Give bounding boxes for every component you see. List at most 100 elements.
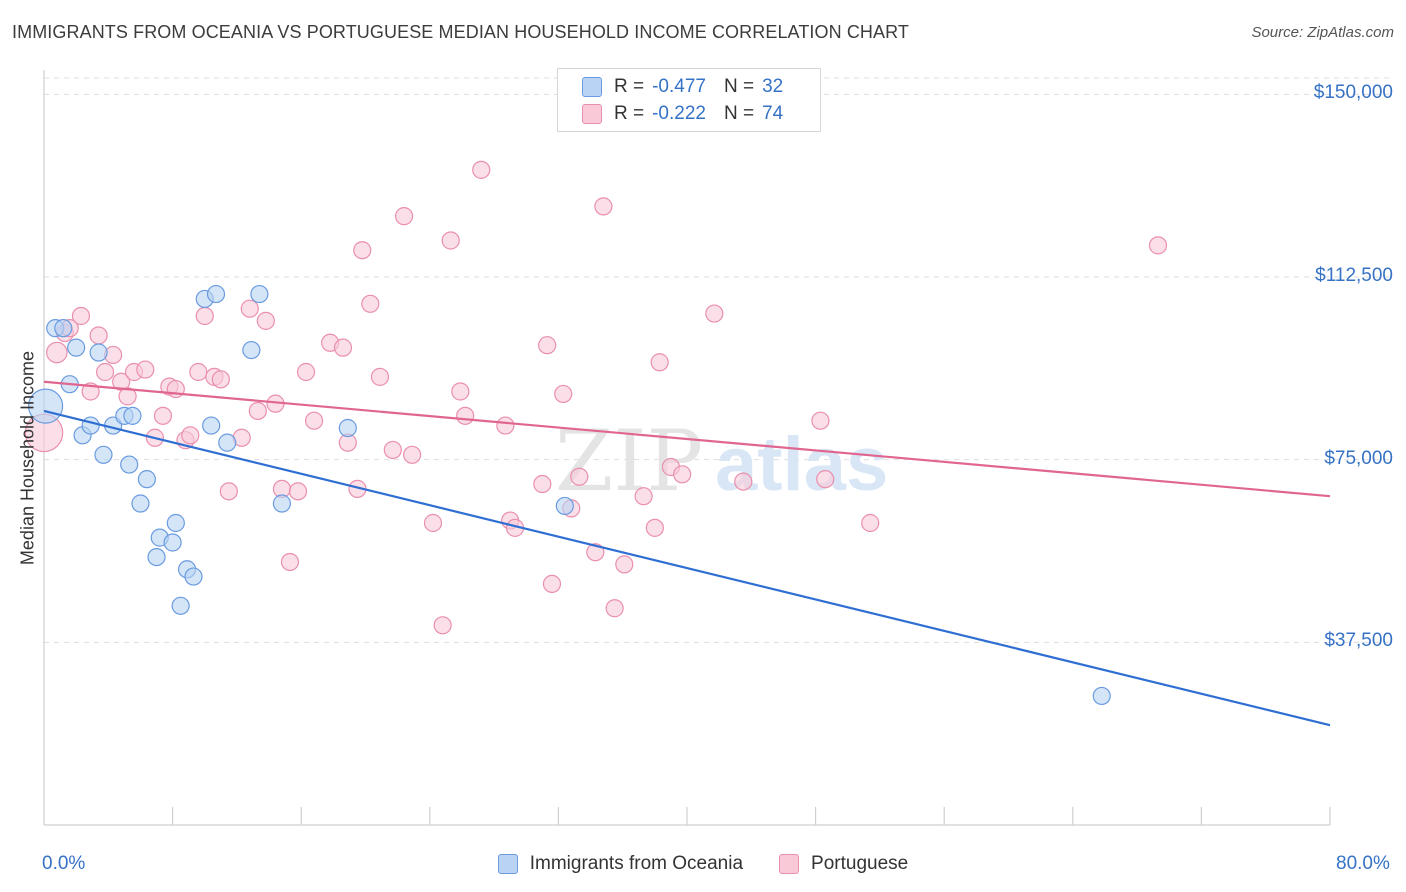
oceania-point [81, 416, 100, 435]
portuguese-point [816, 470, 835, 489]
portuguese-point [594, 197, 613, 216]
portuguese-point [456, 406, 475, 425]
legend-label-portuguese: Portuguese [811, 853, 909, 874]
portuguese-point [248, 401, 267, 421]
portuguese-point [296, 362, 316, 382]
portuguese-point [451, 382, 470, 401]
portuguese-point [394, 207, 414, 226]
oceania-point [137, 470, 156, 489]
oceania-point [120, 455, 139, 474]
oceania-point [94, 445, 113, 464]
oceania-point [67, 338, 86, 357]
oceania-point [123, 406, 142, 425]
legend-label-oceania: Immigrants from Oceania [529, 853, 744, 874]
n-value-portuguese: 74 [762, 103, 784, 124]
portuguese-point [288, 482, 308, 501]
watermark: ZIP atlas [555, 412, 888, 510]
gridlines [44, 77, 1392, 643]
series-oceania [28, 284, 1111, 706]
oceania-point [54, 319, 73, 338]
oceania-point [28, 388, 64, 424]
portuguese-point [554, 384, 573, 404]
oceania-point [206, 284, 226, 304]
portuguese-point [570, 467, 589, 486]
oceania-point [171, 596, 190, 615]
oceania-point [131, 494, 150, 513]
series-legend: Immigrants from Oceania Portuguese [0, 853, 1406, 875]
portuguese-point [496, 416, 515, 435]
portuguese-point [256, 311, 275, 330]
oceania-swatch [582, 77, 602, 97]
portuguese-point [240, 299, 259, 318]
oceania-point [242, 340, 261, 360]
oceania-point [89, 343, 108, 362]
portuguese-trend-line [43, 380, 1331, 498]
y-tick-label: $75,000 [1324, 447, 1393, 469]
portuguese-point [811, 411, 830, 430]
portuguese-point [705, 304, 724, 323]
series-portuguese [24, 160, 1168, 635]
oceania-point [555, 496, 574, 516]
r-value-oceania: -0.477 [652, 76, 706, 97]
legend-row-oceania: R = -0.477 N = 32 [582, 75, 783, 99]
portuguese-point [71, 306, 91, 326]
portuguese-point [645, 518, 664, 537]
n-label: N = [723, 76, 755, 97]
r-label: R = [614, 103, 645, 124]
portuguese-point [189, 362, 208, 382]
portuguese-point [333, 338, 353, 357]
portuguese-point [403, 445, 422, 464]
watermark-atlas: atlas [715, 422, 888, 507]
portuguese-point [734, 472, 753, 491]
oceania-point [218, 433, 237, 452]
portuguese-point [136, 360, 155, 379]
portuguese-point [118, 387, 137, 406]
portuguese-point [195, 306, 214, 326]
portuguese-point [304, 411, 324, 430]
portuguese-point [1148, 236, 1168, 255]
portuguese-point [615, 555, 634, 574]
portuguese-point [383, 440, 402, 460]
oceania-point [163, 533, 182, 552]
y-tick-label: $112,500 [1315, 265, 1393, 287]
oceania-point [250, 284, 269, 304]
portuguese-point [542, 574, 562, 593]
portuguese-point [280, 552, 300, 572]
watermark-zip: ZIP [555, 412, 703, 510]
portuguese-point [361, 294, 380, 313]
oceania-point [338, 418, 357, 438]
oceania-point [147, 547, 166, 567]
portuguese-point [634, 487, 653, 506]
x-tick-label-min: 0.0% [42, 853, 86, 874]
chart-title: IMMIGRANTS FROM OCEANIA VS PORTUGUESE ME… [12, 22, 910, 42]
portuguese-point [353, 241, 372, 260]
portuguese-point [533, 474, 552, 494]
oceania-point [1092, 686, 1111, 706]
r-label: R = [614, 76, 645, 97]
r-value-portuguese: -0.222 [652, 103, 706, 124]
portuguese-point [181, 426, 200, 445]
legend-item-portuguese[interactable]: Portuguese [779, 853, 908, 875]
portuguese-point [673, 465, 692, 484]
y-tick-label: $37,500 [1324, 630, 1393, 652]
portuguese-swatch [779, 854, 800, 874]
oceania-point [184, 567, 203, 586]
oceania-swatch [497, 854, 518, 874]
trend-lines [43, 380, 1331, 727]
portuguese-point [153, 406, 173, 425]
portuguese-swatch [582, 104, 602, 124]
y-axis-title: Median Household Income [17, 350, 38, 566]
n-label: N = [723, 103, 755, 124]
portuguese-point [219, 482, 238, 501]
x-tick-label-max: 80.0% [1336, 853, 1390, 874]
portuguese-point [538, 336, 557, 355]
n-value-oceania: 32 [762, 76, 784, 97]
oceania-point [166, 513, 185, 533]
portuguese-point [605, 599, 624, 618]
legend-row-portuguese: R = -0.222 N = 74 [582, 102, 783, 126]
source-label: Source: ZipAtlas.com [1251, 24, 1394, 41]
portuguese-point [46, 341, 68, 364]
legend-item-oceania[interactable]: Immigrants from Oceania [497, 853, 744, 875]
portuguese-point [423, 513, 443, 533]
